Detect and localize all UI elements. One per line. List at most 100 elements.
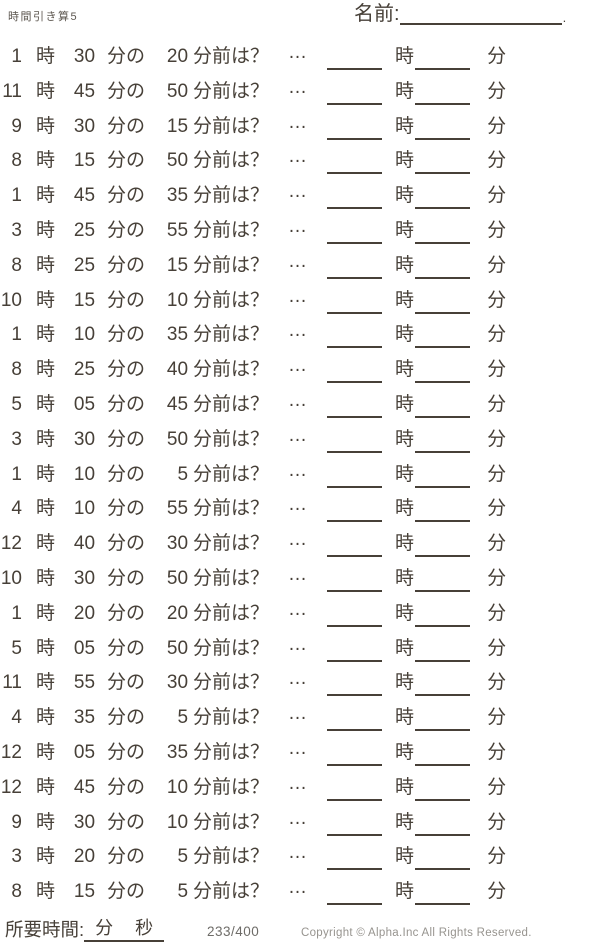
minutes-particle-label: 分の <box>107 393 146 415</box>
minutes-particle-label: 分の <box>107 324 146 346</box>
answer-hour-line <box>327 706 383 732</box>
answer-hour-unit-label: 時 <box>395 324 415 346</box>
problem-delta: 50 <box>166 637 189 659</box>
answer-hour-line <box>327 880 383 906</box>
answer-minutes-line <box>415 428 471 453</box>
problem-minutes: 25 <box>73 219 96 241</box>
answer-minutes-line <box>415 602 471 627</box>
problem-hour: 4 <box>11 707 22 729</box>
problem-hour: 9 <box>11 811 22 833</box>
problem-hour: 3 <box>11 846 22 868</box>
elapsed-time-label: 所要時間: <box>5 919 85 940</box>
answer-hour-line <box>327 45 383 70</box>
question-label: 分前は？ <box>193 567 270 589</box>
ellipsis: … <box>288 563 309 585</box>
answer-minutes-unit-label: 分 <box>487 324 507 346</box>
problem-hour: 11 <box>2 672 22 694</box>
question-label: 分前は？ <box>193 741 270 763</box>
hour-unit-label: 時 <box>36 776 56 798</box>
problem-minutes: 10 <box>73 324 96 346</box>
problem-minutes: 30 <box>73 115 96 137</box>
problem-minutes: 40 <box>73 533 96 555</box>
problem-row: 5 時 05 分の 50 分前は？ … 時 分 <box>0 634 600 672</box>
question-label: 分前は？ <box>193 393 270 415</box>
worksheet-title: 時間引き算5 <box>8 11 79 23</box>
answer-minutes-unit-label: 分 <box>487 881 507 903</box>
question-label: 分前は？ <box>193 776 270 798</box>
question-label: 分前は？ <box>193 672 270 694</box>
problem-row: 12 時 05 分の 35 分前は？ … 時 分 <box>0 738 600 776</box>
problem-minutes: 25 <box>73 254 96 276</box>
answer-hour-unit-label: 時 <box>395 741 415 763</box>
question-label: 分前は？ <box>193 185 270 207</box>
ellipsis: … <box>288 877 309 899</box>
answer-minutes-line <box>415 254 471 279</box>
question-label: 分前は？ <box>193 219 270 241</box>
problem-minutes: 15 <box>73 150 96 172</box>
problem-delta: 35 <box>166 324 189 346</box>
minutes-particle-label: 分の <box>107 80 146 102</box>
question-label: 分前は？ <box>193 150 270 172</box>
problem-minutes: 10 <box>73 498 96 520</box>
answer-hour-unit-label: 時 <box>395 393 415 415</box>
hour-unit-label: 時 <box>36 637 56 659</box>
problem-delta: 50 <box>166 80 189 102</box>
problem-delta: 5 <box>177 846 189 868</box>
answer-minutes-line <box>415 149 471 175</box>
minutes-particle-label: 分の <box>107 428 146 450</box>
hour-unit-label: 時 <box>36 707 56 729</box>
ellipsis: … <box>288 807 309 829</box>
name-underline <box>399 4 562 25</box>
problem-hour: 4 <box>11 498 22 520</box>
answer-minutes-unit-label: 分 <box>487 219 507 241</box>
answer-hour-line <box>327 811 383 836</box>
ellipsis: … <box>288 285 309 307</box>
answer-hour-line <box>327 80 383 105</box>
answer-minutes-line <box>415 811 471 836</box>
answer-minutes-line <box>415 880 471 906</box>
hour-unit-label: 時 <box>36 741 56 763</box>
answer-hour-unit-label: 時 <box>395 254 415 276</box>
answer-minutes-unit-label: 分 <box>487 393 507 415</box>
problem-hour: 1 <box>11 46 22 67</box>
answer-minutes-line <box>415 219 471 244</box>
answer-hour-line <box>327 289 383 314</box>
problem-row: 4 時 10 分の 55 分前は？ … 時 分 <box>0 494 600 532</box>
answer-hour-unit-label: 時 <box>395 80 415 102</box>
answer-hour-unit-label: 時 <box>395 46 415 67</box>
name-period: . <box>562 10 567 25</box>
answer-minutes-unit-label: 分 <box>487 498 507 520</box>
problem-delta: 35 <box>166 185 189 207</box>
problem-row: 1 時 45 分の 35 分前は？ … 時 分 <box>0 181 600 219</box>
minutes-particle-label: 分の <box>107 776 146 798</box>
problem-delta: 40 <box>166 359 189 381</box>
problem-row: 1 時 10 分の 35 分前は？ … 時 分 <box>0 320 600 358</box>
answer-minutes-line <box>415 845 471 871</box>
answer-minutes-line <box>415 289 471 314</box>
ellipsis: … <box>288 668 309 690</box>
answer-minutes-unit-label: 分 <box>487 115 507 137</box>
problem-hour: 10 <box>0 567 22 589</box>
answer-minutes-line <box>415 706 471 732</box>
ellipsis: … <box>288 529 309 551</box>
problem-row: 8 時 15 分の 50 分前は？ … 時 分 <box>0 146 600 184</box>
answer-hour-line <box>327 115 383 140</box>
problem-row: 8 時 15 分の 5 分前は？ … 時 分 <box>0 877 600 915</box>
elapsed-time-underline: 分 秒 <box>84 916 165 942</box>
hour-unit-label: 時 <box>36 567 56 589</box>
name-label: 名前: <box>354 3 400 25</box>
answer-hour-line <box>327 532 383 558</box>
answer-hour-unit-label: 時 <box>395 115 415 137</box>
ellipsis: … <box>288 737 309 759</box>
answer-minutes-line <box>415 567 471 592</box>
answer-hour-line <box>327 671 383 697</box>
problem-delta: 15 <box>166 254 189 276</box>
problem-delta: 20 <box>166 602 189 624</box>
problem-minutes: 15 <box>73 881 96 903</box>
answer-minutes-line <box>415 497 471 523</box>
answer-minutes-line <box>415 80 471 105</box>
problem-row: 10 時 30 分の 50 分前は？ … 時 分 <box>0 564 600 602</box>
problem-minutes: 30 <box>73 428 96 450</box>
hour-unit-label: 時 <box>36 219 56 241</box>
problem-minutes: 05 <box>73 637 96 659</box>
